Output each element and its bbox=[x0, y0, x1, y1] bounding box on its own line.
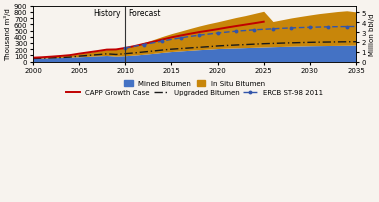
Legend: CAPP Growth Case, Upgraded Bitumen, ERCB ST-98 2011: CAPP Growth Case, Upgraded Bitumen, ERCB… bbox=[66, 90, 323, 96]
Y-axis label: Million bbl/d: Million bbl/d bbox=[369, 13, 375, 56]
Text: History: History bbox=[93, 9, 121, 18]
Y-axis label: Thousand m³/d: Thousand m³/d bbox=[4, 8, 11, 61]
Text: Forecast: Forecast bbox=[128, 9, 161, 18]
